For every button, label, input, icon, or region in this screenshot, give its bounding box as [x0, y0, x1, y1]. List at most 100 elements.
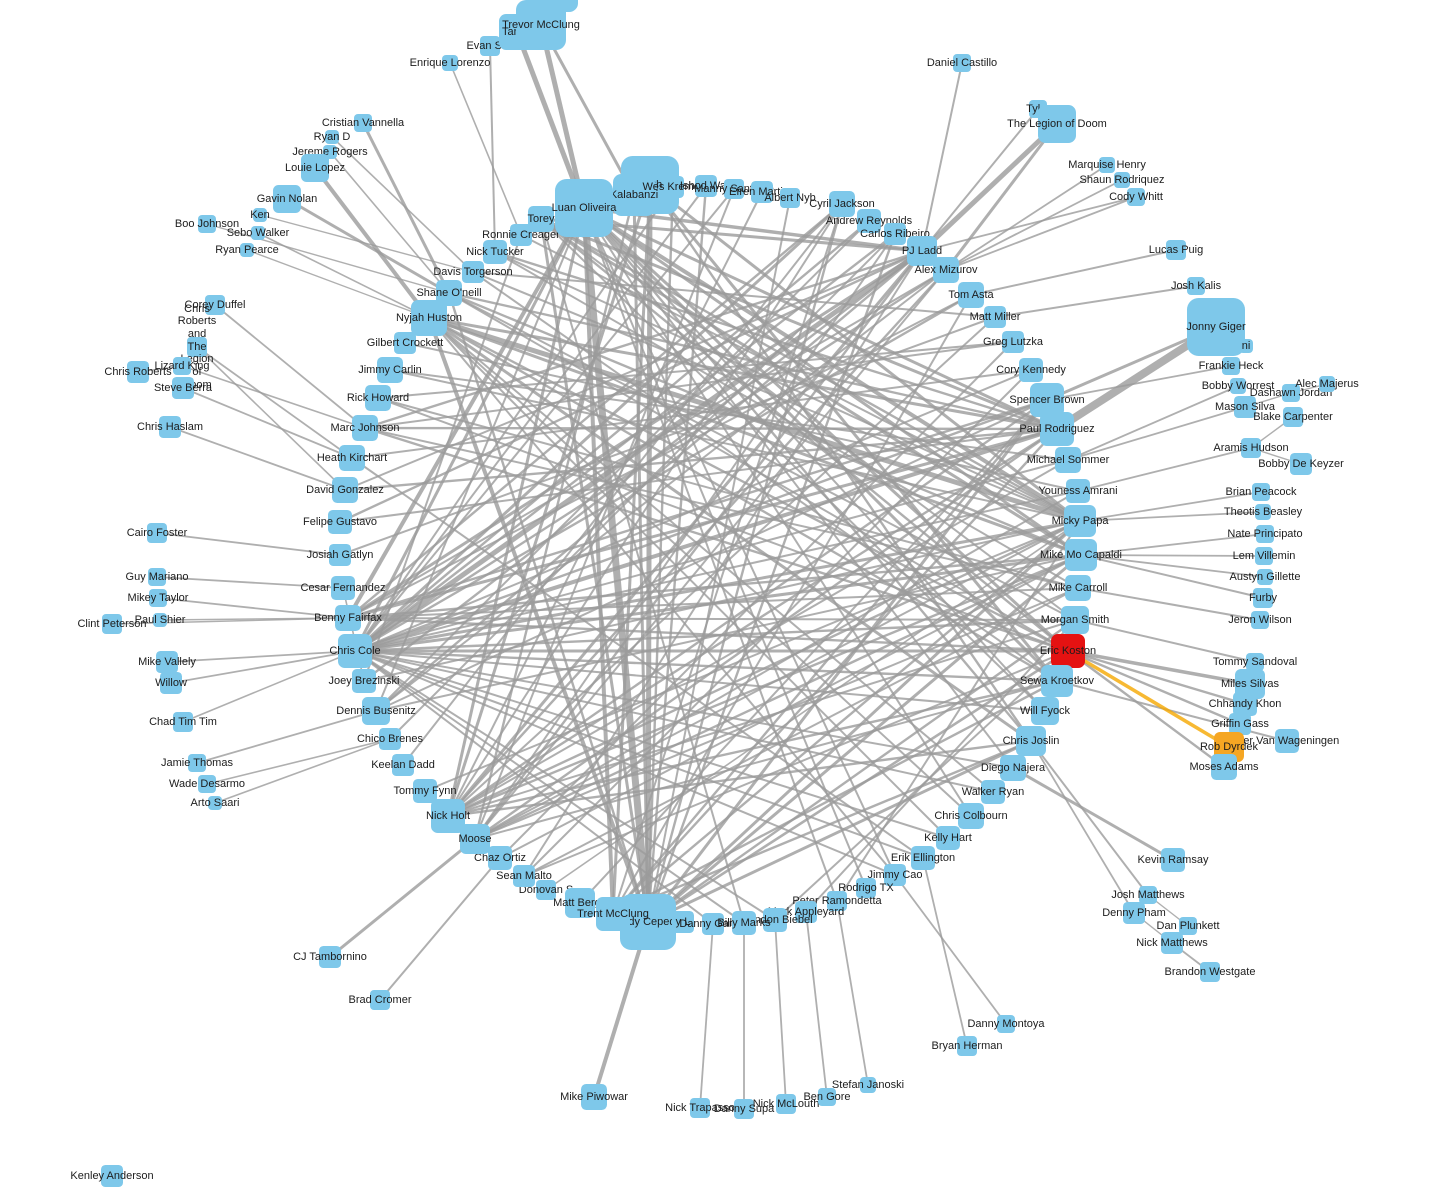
node-walker-ryan[interactable]: Walker Ryan: [962, 780, 1024, 804]
node-dashawn-jordan[interactable]: Dashawn Jordan: [1250, 384, 1332, 402]
node-tom-asta[interactable]: Tom Asta: [948, 282, 994, 308]
node-efren-martina[interactable]: Efren Martina: [729, 181, 795, 203]
node-bobby-de-keyzer[interactable]: Bobby De Keyzer: [1258, 453, 1344, 475]
node-marquise-henry[interactable]: Marquise Henry: [1068, 157, 1146, 173]
node-danny-garcia[interactable]: Danny Garcia: [679, 913, 747, 935]
node-evan-smi[interactable]: Evan Smi: [466, 36, 514, 56]
node-chaz-ortiz[interactable]: Chaz Ortiz: [474, 846, 526, 870]
node-keelan-dadd[interactable]: Keelan Dadd: [371, 754, 435, 776]
node-theotis-beasley[interactable]: Theotis Beasley: [1224, 504, 1302, 520]
node-michael-sommer[interactable]: Michael Sommer: [1027, 447, 1109, 473]
node-furby[interactable]: Furby: [1249, 588, 1277, 608]
node-nyjah-huston[interactable]: Nyjah Huston: [396, 300, 462, 336]
node-brad-cromer[interactable]: Brad Cromer: [349, 990, 411, 1010]
node-rick-howard[interactable]: Rick Howard: [347, 385, 409, 411]
node-chris-roberts[interactable]: Chris Roberts: [104, 361, 172, 383]
node-blake-carpenter[interactable]: Blake Carpenter: [1253, 407, 1333, 427]
node-ni[interactable]: ni: [1239, 339, 1253, 353]
node-denny-pham[interactable]: Denny Pham: [1102, 902, 1166, 924]
node-chad-tim-tim[interactable]: Chad Tim Tim: [149, 712, 217, 732]
node-jeron-wilson[interactable]: Jeron Wilson: [1228, 611, 1292, 629]
node-steve-berra[interactable]: Steve Berra: [154, 377, 212, 399]
node-corey-duffel[interactable]: Corey Duffel: [185, 295, 245, 315]
node-sean-malto[interactable]: Sean Malto: [496, 865, 552, 887]
node-joey-brezinski[interactable]: Joey Brezinski: [329, 669, 399, 693]
node-nick-trapasso[interactable]: Nick Trapasso: [665, 1098, 735, 1118]
node-kevin-ramsay[interactable]: Kevin Ramsay: [1138, 848, 1208, 872]
node-andrew-reynolds[interactable]: Andrew Reynolds: [826, 209, 912, 233]
node-paul-rodriguez[interactable]: Paul Rodriguez: [1019, 412, 1095, 446]
node-wade-desarmo[interactable]: Wade Desarmo: [169, 775, 245, 793]
node-ben-gore[interactable]: Ben Gore: [803, 1088, 851, 1106]
node-heath-kirchart[interactable]: Heath Kirchart: [317, 445, 387, 471]
node-brian-peacock[interactable]: Brian Peacock: [1226, 483, 1296, 501]
node-dennis-busenitz[interactable]: Dennis Busenitz: [336, 697, 416, 725]
node-cyril-jackson[interactable]: Cyril Jackson: [809, 191, 875, 217]
node-enrique-lorenzo[interactable]: Enrique Lorenzo: [410, 55, 490, 71]
node-peter-ramondetta[interactable]: Peter Ramondetta: [792, 891, 882, 911]
node-mike-mo-capaldi[interactable]: Mike Mo Capaldi: [1040, 539, 1122, 571]
node-matt-berge[interactable]: Matt Berge: [553, 888, 607, 918]
node-chris-haslam[interactable]: Chris Haslam: [137, 416, 203, 438]
node-manny-santiago[interactable]: Manny Santiago: [694, 179, 774, 199]
node-guy-mariano[interactable]: Guy Mariano: [126, 568, 189, 586]
node-benny-fairfax[interactable]: Benny Fairfax: [314, 605, 382, 631]
node-chico-brenes[interactable]: Chico Brenes: [357, 728, 423, 750]
node-boo-johnson[interactable]: Boo Johnson: [175, 215, 239, 233]
node-josiah-gatlyn[interactable]: Josiah Gatlyn: [307, 544, 373, 566]
node-youness-amrani[interactable]: Youness Amrani: [1038, 479, 1118, 503]
node-davis-torgerson[interactable]: Davis Torgerson: [433, 261, 513, 283]
node-chris-colbourn[interactable]: Chris Colbourn: [934, 803, 1008, 829]
node-nate-principato[interactable]: Nate Principato: [1227, 525, 1303, 543]
node-brandon-westgate[interactable]: Brandon Westgate: [1165, 962, 1255, 982]
node-dan-plunkett[interactable]: Dan Plunkett: [1157, 917, 1220, 935]
node-arto-saari[interactable]: Arto Saari: [191, 796, 239, 810]
node-mikey-taylor[interactable]: Mikey Taylor: [128, 589, 188, 607]
node-mike-vallely[interactable]: Mike Vallely: [138, 651, 196, 673]
node-bryan-herman[interactable]: Bryan Herman: [932, 1036, 1002, 1056]
node-louie-lopez[interactable]: Louie Lopez: [285, 154, 345, 182]
node-willow[interactable]: Willow: [155, 672, 187, 694]
node-greg-lutzka[interactable]: Greg Lutzka: [983, 331, 1043, 353]
node-cody-whitt[interactable]: Cody Whitt: [1109, 188, 1163, 206]
node-lem-villemin[interactable]: Lem Villemin: [1233, 547, 1295, 565]
node-moses-adams[interactable]: Moses Adams: [1189, 754, 1259, 780]
node-nick-matthews[interactable]: Nick Matthews: [1136, 932, 1208, 954]
node-jimmy-carlin[interactable]: Jimmy Carlin: [358, 357, 422, 383]
node-eric-koston[interactable]: Eric Koston: [1040, 634, 1096, 668]
node-torey[interactable]: Torey: [528, 206, 554, 232]
node-shaun-rodriquez[interactable]: Shaun Rodriquez: [1080, 172, 1165, 188]
node-trevor-mcclung[interactable]: Trevor McClung: [502, 0, 580, 50]
node-mike-piwowar[interactable]: Mike Piwowar: [560, 1084, 628, 1110]
node-alex-mizurov[interactable]: Alex Mizurov: [915, 257, 977, 283]
node-lizard-king[interactable]: Lizard King: [154, 357, 210, 375]
node-lucas-puig[interactable]: Lucas Puig: [1149, 240, 1203, 260]
node-will-fyock[interactable]: Will Fyock: [1020, 697, 1070, 725]
node-nick-tucker[interactable]: Nick Tucker: [466, 240, 524, 264]
node-luan-oliveira[interactable]: Luan Oliveira: [552, 179, 616, 237]
node-bobby-worrest[interactable]: Bobby Worrest: [1202, 378, 1274, 394]
node-cj-tambornino[interactable]: CJ Tambornino: [293, 946, 367, 968]
node-chris-roberts-legion[interactable]: Chris Roberts and The Legion of Doom: [178, 303, 217, 391]
node-marc-johnson[interactable]: Marc Johnson: [330, 415, 400, 441]
node-nick-mclouth[interactable]: Nick McLouth: [753, 1094, 819, 1114]
node-nick-holt[interactable]: Nick Holt: [426, 799, 470, 833]
node-gilbert-crockett[interactable]: Gilbert Crockett: [367, 332, 443, 354]
node-clint-peterson[interactable]: Clint Peterson: [77, 614, 147, 634]
node-paul-shier[interactable]: Paul Shier: [135, 613, 185, 627]
node-jimmy-cao[interactable]: Jimmy Cao: [868, 864, 923, 886]
node-sebo-walker[interactable]: Sebo Walker: [227, 226, 289, 240]
node-josh-kalis[interactable]: Josh Kalis: [1171, 277, 1221, 295]
node-alec-majerus[interactable]: Alec Majerus: [1295, 376, 1359, 392]
node-chris-cole[interactable]: Chris Cole: [329, 634, 381, 668]
node-kenley-anderson[interactable]: Kenley Anderson: [70, 1165, 154, 1187]
node-frankie-heck[interactable]: Frankie Heck: [1199, 357, 1263, 375]
node-jonny-giger[interactable]: Jonny Giger: [1186, 298, 1246, 356]
node-ryan-pearce[interactable]: Ryan Pearce: [215, 243, 279, 257]
node-david-gonzalez[interactable]: David Gonzalez: [306, 477, 384, 503]
node-billy-marks[interactable]: Billy Marks: [717, 911, 771, 935]
node-felipe-gustavo[interactable]: Felipe Gustavo: [303, 510, 377, 534]
node-ryan-d[interactable]: Ryan D: [314, 130, 350, 144]
node-josh-matthews[interactable]: Josh Matthews: [1111, 886, 1185, 904]
node-donovan-s[interactable]: Donovan S: [519, 880, 573, 900]
